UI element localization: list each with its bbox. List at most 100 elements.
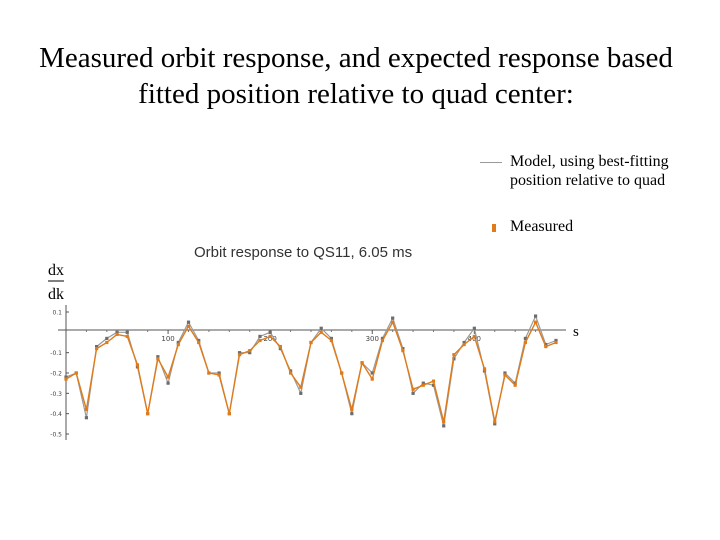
measured-point: [544, 344, 548, 349]
measured-point: [350, 408, 354, 412]
model-point: [380, 336, 385, 341]
measured-point: [340, 371, 344, 375]
model-point: [288, 369, 293, 373]
measured-point: [442, 420, 446, 424]
measured-point: [146, 412, 150, 416]
measured-point: [74, 371, 78, 375]
measured-point: [452, 353, 456, 357]
measured-point: [309, 340, 313, 345]
measured-point: [299, 385, 303, 389]
model-point: [493, 422, 497, 426]
y-tick-label: -0.2: [50, 371, 62, 378]
measured-point: [217, 373, 221, 377]
y-axis-label-bottom: dk: [48, 286, 64, 303]
measured-point: [472, 334, 476, 338]
model-point: [554, 338, 558, 343]
x-tick-label: 200: [263, 335, 276, 343]
measured-point: [268, 334, 272, 338]
model-point: [115, 330, 119, 334]
plot-axes: [58, 305, 566, 440]
y-tick-label: -0.1: [50, 350, 62, 357]
measured-point: [401, 349, 405, 353]
model-point: [64, 375, 68, 379]
model-point: [105, 336, 109, 341]
measured-point: [391, 320, 395, 324]
model-point: [197, 338, 201, 343]
measured-point: [207, 371, 211, 375]
measured-point: [278, 344, 282, 349]
model-point: [370, 371, 374, 375]
measured-point: [156, 357, 160, 361]
y-tick-label: 0.1: [52, 310, 62, 317]
x-tick-label: 400: [468, 335, 481, 343]
model-point: [503, 371, 507, 375]
model-point: [299, 391, 303, 395]
measured-point: [95, 347, 99, 351]
y-tick-label: -0.5: [50, 432, 62, 439]
measured-point: [370, 377, 374, 381]
slide-title: Measured orbit response, and expected re…: [39, 42, 673, 110]
model-point: [278, 347, 282, 351]
model-point: [156, 355, 160, 359]
measured-point: [513, 383, 517, 387]
model-point: [186, 320, 191, 324]
measured-point: [237, 353, 242, 357]
model-point: [472, 326, 476, 330]
measured-point: [166, 375, 170, 379]
model-point: [523, 336, 527, 341]
measured-point: [258, 338, 262, 343]
measured-point: [533, 320, 538, 324]
model-point: [544, 342, 548, 347]
measured-point: [380, 338, 385, 343]
measured-point: [115, 332, 119, 336]
y-tick-label: -0.4: [50, 411, 62, 418]
measured-series-line: [65, 321, 557, 423]
measured-point: [197, 340, 201, 345]
measured-point: [319, 330, 323, 334]
model-point: [84, 416, 89, 420]
legend-dot-swatch: [492, 224, 496, 232]
model-point: [248, 351, 252, 355]
x-tick-label: 300: [366, 335, 379, 343]
model-point: [411, 391, 415, 395]
model-point: [350, 412, 354, 416]
legend-label-measured: Measured: [510, 218, 574, 235]
x-tick-label: 100: [161, 335, 174, 343]
measured-point: [462, 342, 466, 347]
measured-point: [360, 361, 364, 365]
model-point: [431, 383, 436, 387]
measured-point: [135, 363, 140, 367]
measured-point: [431, 379, 436, 383]
model-point: [237, 351, 242, 355]
model-point: [217, 371, 221, 375]
measured-point: [554, 340, 558, 345]
measured-point: [64, 377, 68, 381]
model-point: [533, 314, 538, 318]
model-point: [462, 340, 466, 345]
measured-point: [227, 412, 231, 416]
model-point: [176, 340, 180, 345]
measured-point: [186, 324, 191, 328]
measured-point: [288, 371, 293, 375]
model-point: [391, 316, 395, 320]
legend-line-swatch: [480, 162, 502, 163]
model-point: [442, 424, 446, 428]
measured-point: [84, 408, 89, 412]
measured-point: [421, 383, 425, 387]
y-tick-label: -0.3: [50, 391, 62, 398]
model-point: [166, 381, 170, 385]
measured-point: [105, 340, 109, 345]
measured-point: [503, 373, 507, 377]
model-point: [95, 344, 99, 349]
model-point: [125, 330, 129, 334]
measured-point: [329, 338, 334, 343]
model-point: [319, 326, 323, 330]
y-axis-label-top: dx: [48, 262, 64, 279]
measured-point: [523, 340, 527, 345]
measured-point: [176, 342, 180, 347]
measured-point: [493, 420, 497, 424]
x-axis-label: s: [573, 324, 579, 340]
chart-title: Orbit response to QS11, 6.05 ms: [194, 244, 413, 261]
model-point: [258, 334, 262, 338]
